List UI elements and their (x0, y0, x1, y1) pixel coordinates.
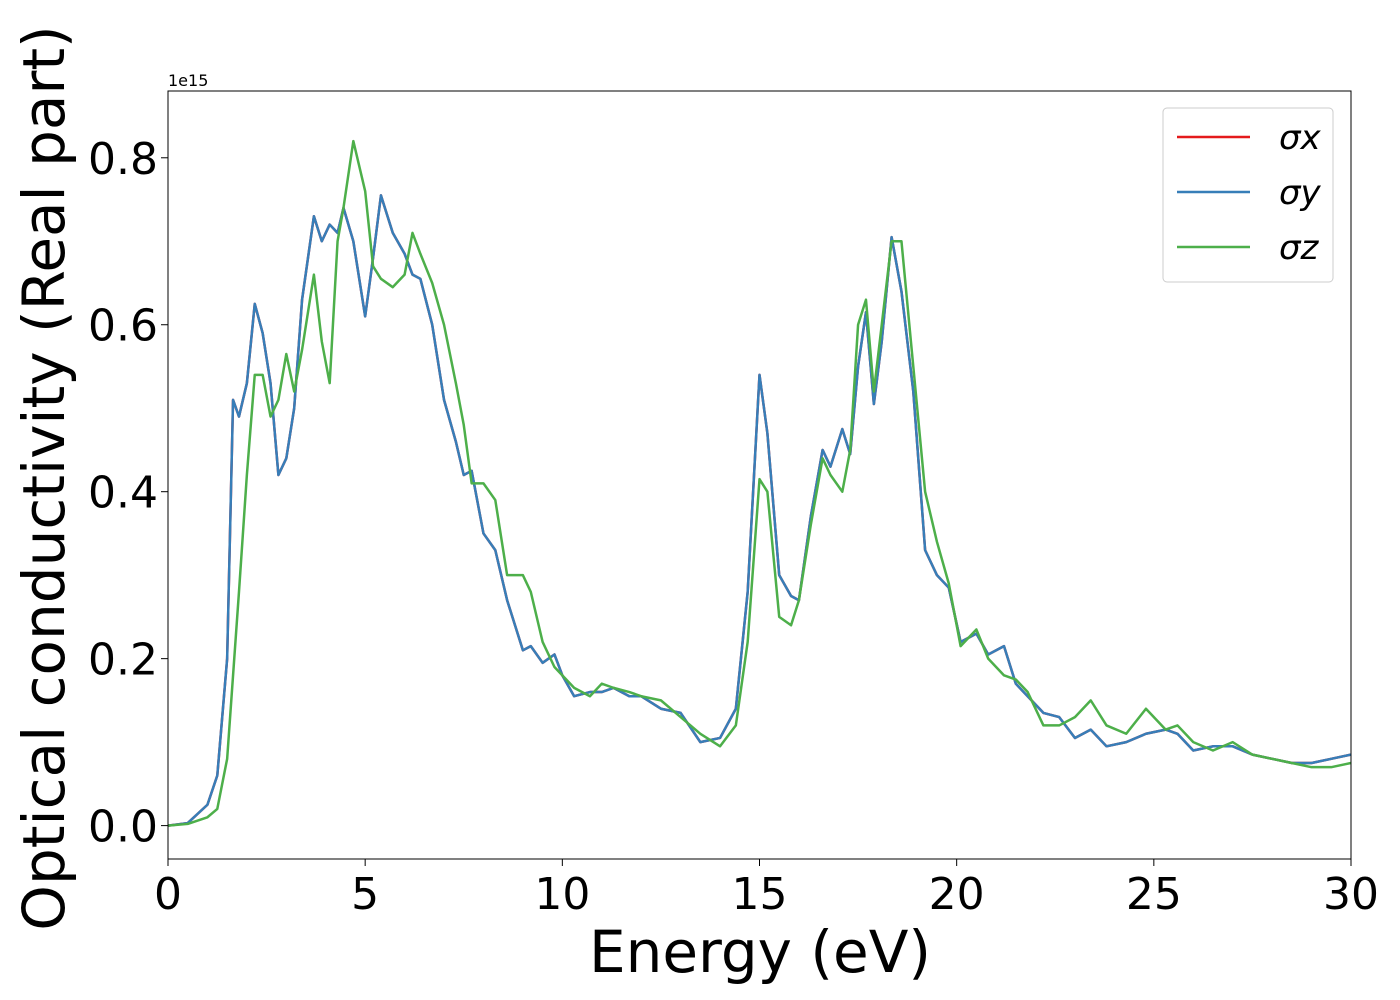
x-tick-label: 0 (154, 869, 182, 920)
y-tick-label: 0.6 (88, 301, 158, 352)
x-tick-label: 20 (929, 869, 985, 920)
legend-label: σz (1279, 228, 1320, 268)
offset-label: 1e15 (168, 71, 208, 90)
series-line (168, 194, 1351, 827)
x-tick-label: 15 (732, 869, 788, 920)
legend-box (1162, 107, 1334, 283)
x-tick-label: 10 (534, 869, 590, 920)
y-axis-label: Optical conductivity (Real part) (10, 25, 78, 930)
plot-frame (167, 90, 1352, 860)
series-line (168, 139, 1351, 827)
x-tick-label: 30 (1323, 869, 1379, 920)
y-tick-label: 0.2 (88, 635, 158, 686)
y-tick-label: 0.8 (88, 134, 158, 185)
x-tick-label: 5 (351, 869, 379, 920)
y-tick-label: 0.4 (88, 468, 158, 519)
x-tick-label: 25 (1126, 869, 1182, 920)
legend-label: σy (1279, 173, 1322, 213)
plot-lines (168, 139, 1351, 827)
legend-label: σx (1279, 118, 1322, 158)
x-axis-label: Energy (eV) (589, 918, 931, 986)
y-tick-label: 0.0 (88, 802, 158, 853)
